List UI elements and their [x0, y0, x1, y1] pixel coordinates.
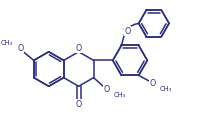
- Text: O: O: [123, 27, 130, 36]
- Text: O: O: [17, 44, 23, 53]
- Text: CH₃: CH₃: [0, 40, 13, 46]
- Text: CH₃: CH₃: [113, 92, 125, 98]
- Text: O: O: [75, 100, 81, 109]
- Text: O: O: [149, 79, 155, 88]
- Text: O: O: [103, 85, 109, 94]
- Text: O: O: [75, 44, 81, 53]
- Text: CH₃: CH₃: [159, 86, 171, 92]
